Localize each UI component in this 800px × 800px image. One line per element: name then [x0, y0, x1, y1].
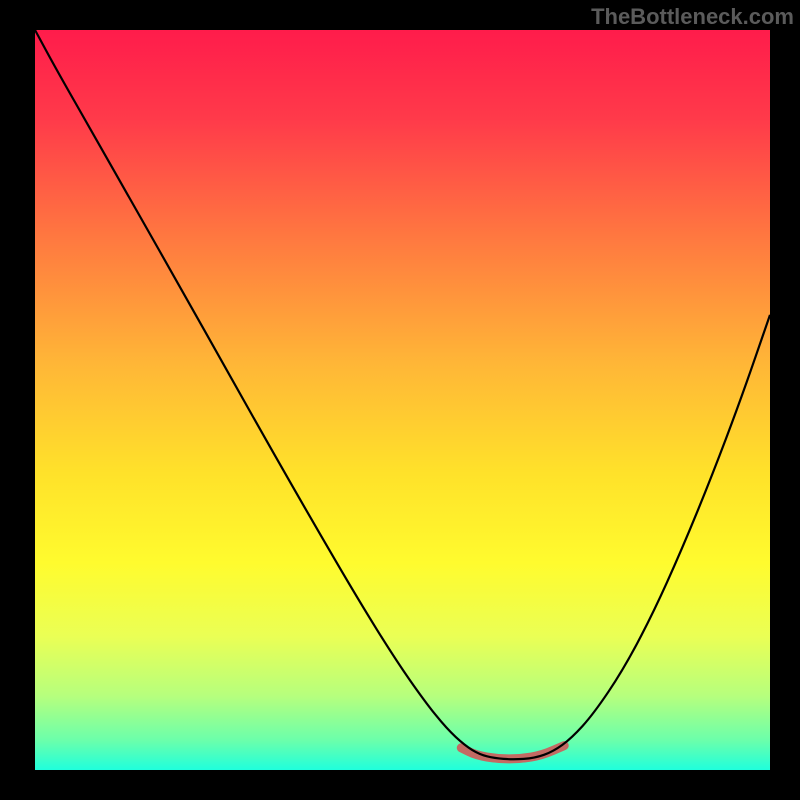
bottleneck-curve	[35, 30, 770, 759]
curve-layer	[35, 30, 770, 770]
chart-container: TheBottleneck.com	[0, 0, 800, 800]
attribution-text: TheBottleneck.com	[591, 4, 794, 30]
plot-area	[35, 30, 770, 770]
